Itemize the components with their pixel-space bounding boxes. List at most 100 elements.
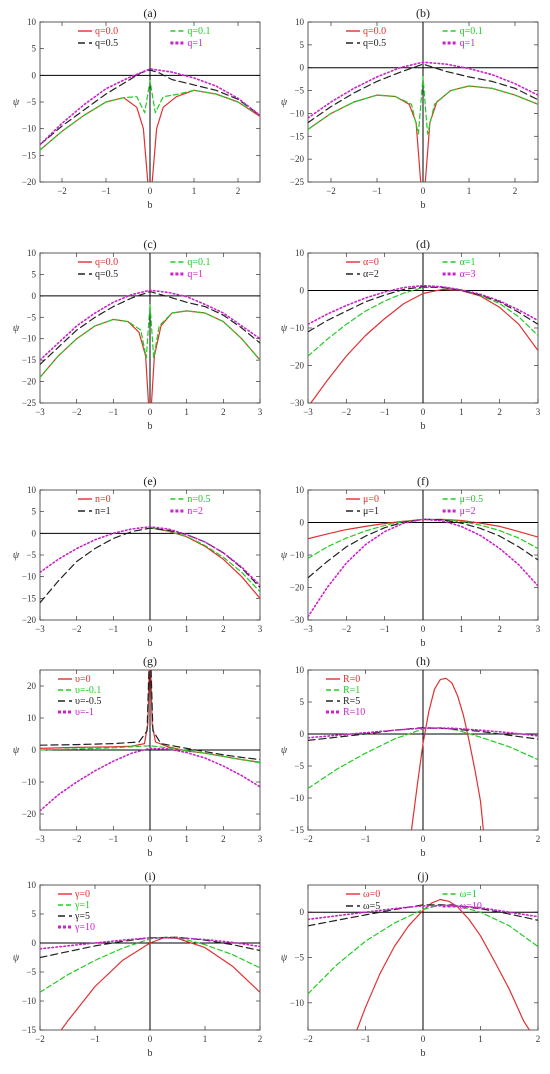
legend-label: μ=2: [460, 506, 476, 517]
y-axis-label: ψ: [13, 953, 20, 964]
panel-label: (a): [143, 6, 156, 20]
series-line: [308, 727, 538, 741]
series-group: [308, 518, 538, 618]
panel-label: (b): [416, 6, 430, 20]
x-tick-label: −3: [35, 834, 45, 844]
y-tick-label: −25: [22, 398, 37, 408]
series-line: [308, 518, 538, 618]
legend-label: ω=10: [460, 901, 482, 912]
y-tick-label: −20: [290, 154, 305, 164]
y-tick-label: −20: [22, 809, 37, 819]
x-tick-label: 2: [513, 186, 518, 196]
series-line: [308, 727, 538, 739]
x-tick-label: 0: [421, 834, 426, 844]
legend-label: υ=0: [75, 674, 91, 685]
legend-label: q=0.0: [95, 257, 118, 268]
y-tick-label: 20: [27, 681, 37, 691]
y-axis-label: ψ: [281, 323, 288, 334]
panel: −3 −2 −1 0 1 2 3−20−1001020υ=0υ=-0.1υ=-0.5υ=-1…: [13, 654, 263, 859]
y-tick-label: −15: [22, 1025, 37, 1035]
x-tick-label: −2: [303, 1034, 313, 1044]
y-tick-label: 10: [27, 880, 37, 890]
y-tick-label: −20: [290, 583, 305, 593]
legend-label: n=0: [95, 494, 111, 505]
legend-label: ω=0: [363, 889, 380, 900]
series-line: [40, 80, 260, 151]
y-tick-label: 0: [32, 938, 37, 948]
panel-label: (f): [417, 474, 429, 488]
x-tick-label: 2: [536, 834, 541, 844]
series-line: [40, 936, 260, 959]
series-line: [308, 904, 538, 927]
y-tick-label: 5: [300, 40, 305, 50]
legend-label: q=1: [460, 38, 476, 49]
y-tick-label: 10: [295, 665, 305, 675]
x-tick-label: 2: [221, 624, 226, 634]
x-axis-label: b: [421, 421, 426, 432]
series-line: [149, 527, 260, 599]
x-tick-label: −1: [372, 186, 382, 196]
x-tick-label: −1: [380, 407, 390, 417]
x-tick-label: 0: [421, 1034, 426, 1044]
y-tick-label: −20: [22, 177, 37, 187]
legend-label: q=0.5: [95, 269, 118, 280]
legend-label: n=0.5: [187, 494, 210, 505]
legend-label: R=5: [343, 696, 360, 707]
x-tick-label: −1: [361, 1034, 371, 1044]
y-tick-label: −5: [26, 97, 36, 107]
x-tick-label: 0: [421, 186, 426, 196]
series-line: [60, 937, 260, 1030]
legend-label: n=2: [187, 506, 203, 517]
x-tick-label: 3: [258, 624, 263, 634]
y-axis-label: ψ: [281, 745, 288, 756]
series-line: [40, 747, 260, 812]
y-tick-label: −10: [22, 334, 37, 344]
series-line: [308, 905, 538, 921]
y-axis-label: ψ: [13, 745, 20, 756]
series-line: [308, 904, 538, 995]
series-line: [308, 63, 538, 124]
x-tick-label: −2: [303, 834, 313, 844]
y-axis-label: ψ: [281, 97, 288, 108]
panel-label: (d): [416, 237, 430, 251]
y-tick-label: 0: [300, 286, 305, 296]
panel-label: (h): [416, 654, 430, 668]
x-tick-label: 0: [148, 407, 153, 417]
series-group: [40, 68, 260, 182]
x-tick-label: −3: [303, 407, 313, 417]
x-tick-label: 1: [459, 624, 464, 634]
x-tick-label: −2: [72, 834, 82, 844]
series-line: [356, 898, 530, 1030]
x-tick-label: 1: [184, 624, 189, 634]
y-tick-label: 10: [295, 17, 305, 27]
legend-label: q=0.1: [460, 26, 483, 37]
y-tick-label: −10: [22, 996, 37, 1006]
legend-label: α=3: [460, 269, 476, 280]
panel: −2 −1 0 1 2−10−50ω=0 ω=1ω=5 ω=10(j)bψ: [281, 869, 540, 1059]
x-tick-label: −2: [72, 624, 82, 634]
series-line: [308, 61, 538, 119]
series-line: [40, 289, 260, 361]
y-tick-label: −20: [290, 361, 305, 371]
y-tick-label: 10: [27, 17, 37, 27]
series-line: [410, 677, 484, 830]
y-axis-label: ψ: [13, 97, 20, 108]
series-group: [40, 936, 260, 1030]
series-group: [40, 526, 260, 604]
x-tick-label: 2: [497, 407, 502, 417]
panel-label: (j): [417, 869, 428, 883]
x-axis-label: b: [421, 1048, 426, 1059]
y-tick-label: −5: [26, 312, 36, 322]
legend-label: q=0.5: [95, 38, 118, 49]
y-tick-label: −5: [26, 550, 36, 560]
x-axis-label: b: [421, 638, 426, 649]
y-tick-label: 5: [32, 507, 37, 517]
y-tick-label: −15: [22, 355, 37, 365]
x-tick-label: 2: [258, 1034, 263, 1044]
panel-label: (c): [143, 237, 156, 251]
y-tick-label: 0: [32, 745, 37, 755]
y-tick-label: 0: [32, 291, 37, 301]
x-tick-label: 2: [221, 834, 226, 844]
